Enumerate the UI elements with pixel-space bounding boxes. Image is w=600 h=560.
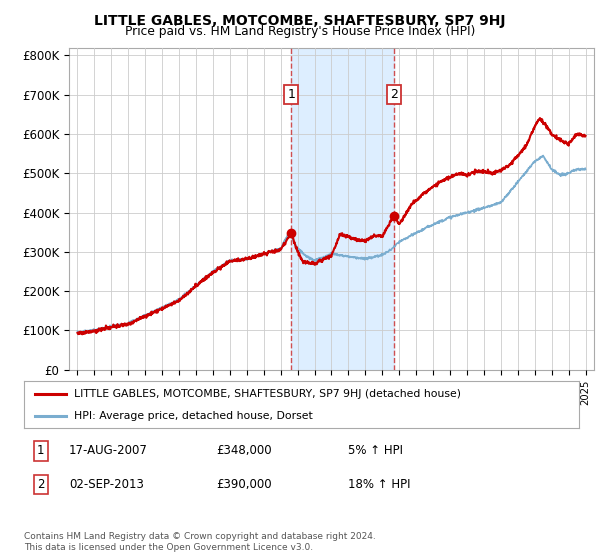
Text: 17-AUG-2007: 17-AUG-2007 (69, 444, 148, 458)
Bar (291, 48, 394, 370)
Text: 02-SEP-2013: 02-SEP-2013 (69, 478, 144, 491)
Text: 1: 1 (287, 88, 295, 101)
Text: LITTLE GABLES, MOTCOMBE, SHAFTESBURY, SP7 9HJ (detached house): LITTLE GABLES, MOTCOMBE, SHAFTESBURY, SP… (74, 389, 461, 399)
Text: £390,000: £390,000 (216, 478, 272, 491)
Text: Contains HM Land Registry data © Crown copyright and database right 2024.
This d: Contains HM Land Registry data © Crown c… (24, 532, 376, 552)
Text: 5% ↑ HPI: 5% ↑ HPI (348, 444, 403, 458)
Text: 1: 1 (37, 444, 44, 458)
Text: LITTLE GABLES, MOTCOMBE, SHAFTESBURY, SP7 9HJ: LITTLE GABLES, MOTCOMBE, SHAFTESBURY, SP… (94, 14, 506, 28)
Text: HPI: Average price, detached house, Dorset: HPI: Average price, detached house, Dors… (74, 410, 313, 421)
Text: 18% ↑ HPI: 18% ↑ HPI (348, 478, 410, 491)
Text: Price paid vs. HM Land Registry's House Price Index (HPI): Price paid vs. HM Land Registry's House … (125, 25, 475, 38)
Text: 2: 2 (390, 88, 398, 101)
Text: £348,000: £348,000 (216, 444, 272, 458)
Text: 2: 2 (37, 478, 44, 491)
